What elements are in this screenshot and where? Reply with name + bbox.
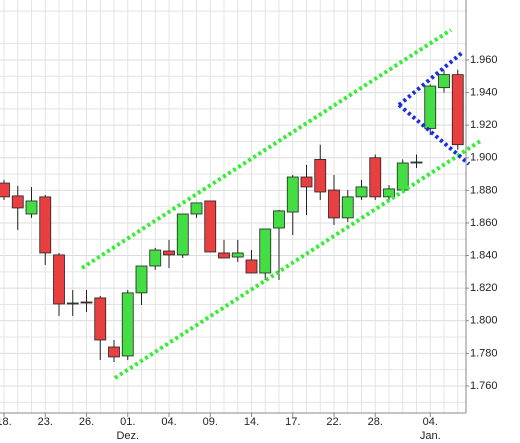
candle-body: [328, 189, 340, 219]
candle-body: [273, 210, 285, 229]
candle-body: [149, 249, 162, 267]
candle-body: [11, 195, 24, 209]
candle-body: [314, 158, 327, 193]
candle-body: [259, 228, 272, 274]
candle-body: [80, 301, 93, 304]
y-tick-label: 1.920: [470, 119, 498, 131]
y-tick-label: 1.800: [470, 315, 498, 327]
x-tick-label: 14.: [244, 416, 259, 428]
candle-body: [108, 346, 120, 358]
candle-body: [245, 259, 258, 274]
y-tick-label: 1.880: [470, 184, 498, 196]
candle-body: [53, 254, 65, 305]
x-tick-label: 28.: [368, 416, 383, 428]
candle-body: [451, 74, 464, 146]
channel-lower: [113, 138, 484, 380]
candle-body: [218, 252, 230, 259]
wedge-upper: [397, 50, 465, 107]
candle-body: [94, 297, 107, 341]
candle-body: [39, 196, 52, 254]
x-tick-label: 22.: [326, 416, 341, 428]
candle-body: [286, 176, 299, 213]
candle-body: [383, 188, 395, 198]
x-tick-label: 04.: [161, 416, 176, 428]
y-tick-label: 1.900: [470, 152, 498, 164]
trend-lines: [80, 28, 484, 380]
candle-body: [121, 292, 134, 357]
candle-body: [396, 162, 409, 191]
candle-body: [410, 161, 423, 164]
x-tick-label: 23.: [38, 416, 53, 428]
candle-body: [438, 74, 450, 89]
x-tick-label: 26.: [79, 416, 94, 428]
month-label: Jan.: [420, 430, 441, 442]
candle-body: [204, 200, 217, 253]
candle-body: [163, 250, 175, 256]
y-tick-label: 1.860: [470, 217, 498, 229]
y-tick-label: 1.840: [470, 249, 498, 261]
candle-body: [231, 252, 244, 258]
y-tick-label: 1.960: [470, 54, 498, 66]
candle-body: [190, 202, 203, 215]
channel-upper: [80, 28, 453, 270]
candle-body: [369, 157, 382, 198]
candle-body: [0, 182, 10, 198]
candle-body: [355, 186, 368, 198]
x-tick-label: 04.: [423, 416, 438, 428]
candle-body: [135, 265, 148, 294]
y-tick-label: 1.820: [470, 282, 498, 294]
candle-body: [424, 85, 437, 129]
y-tick-label: 1.780: [470, 347, 498, 359]
candle-body: [176, 213, 189, 256]
month-label: Dez.: [116, 430, 139, 442]
x-tick-label: 17.: [285, 416, 300, 428]
x-tick-label: 18.: [0, 416, 12, 428]
y-tick-label: 1.940: [470, 86, 498, 98]
candle-body: [300, 176, 313, 188]
grid: [0, 0, 466, 413]
candle-body: [25, 200, 38, 215]
candles: [0, 69, 464, 362]
x-tick-label: 09.: [203, 416, 218, 428]
x-tick-label: 01.: [120, 416, 135, 428]
y-tick-label: 1.760: [470, 380, 498, 392]
candle-body: [66, 302, 79, 305]
candle-body: [341, 196, 354, 219]
